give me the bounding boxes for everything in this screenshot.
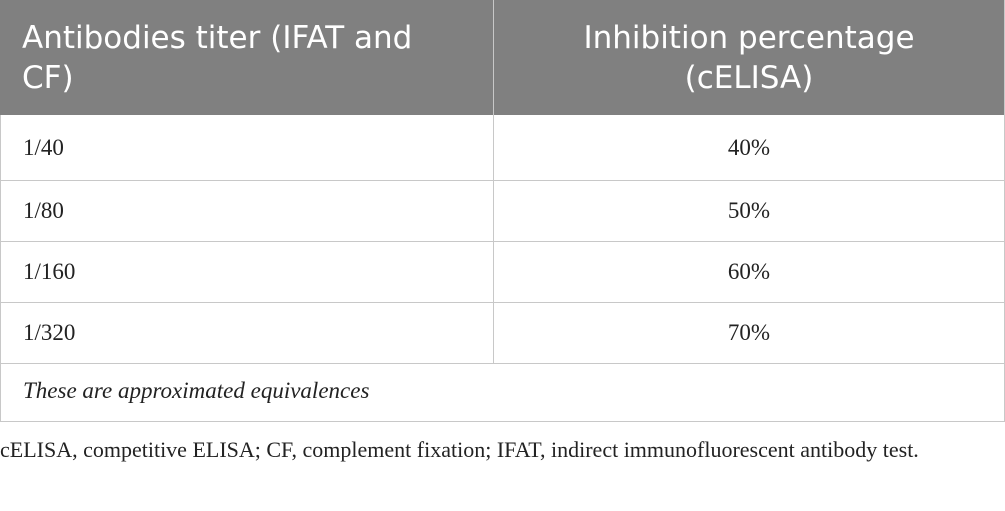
table-cell: 50% <box>494 181 1005 242</box>
table-cell: 1/40 <box>0 115 494 181</box>
table-cell: 1/80 <box>0 181 494 242</box>
table-cell: 1/320 <box>0 303 494 364</box>
caption: cELISA, competitive ELISA; CF, complemen… <box>0 437 919 462</box>
table-cell: 1/160 <box>0 242 494 303</box>
table-note: These are approximated equivalences <box>0 361 1005 422</box>
header-cell: Inhibition percentage (cELISA) <box>494 0 1005 115</box>
header-cell: Antibodies titer (IFAT and CF) <box>0 0 494 115</box>
table-cell: 40% <box>494 115 1005 181</box>
table-cell: 60% <box>494 242 1005 303</box>
table-cell: 70% <box>494 303 1005 364</box>
